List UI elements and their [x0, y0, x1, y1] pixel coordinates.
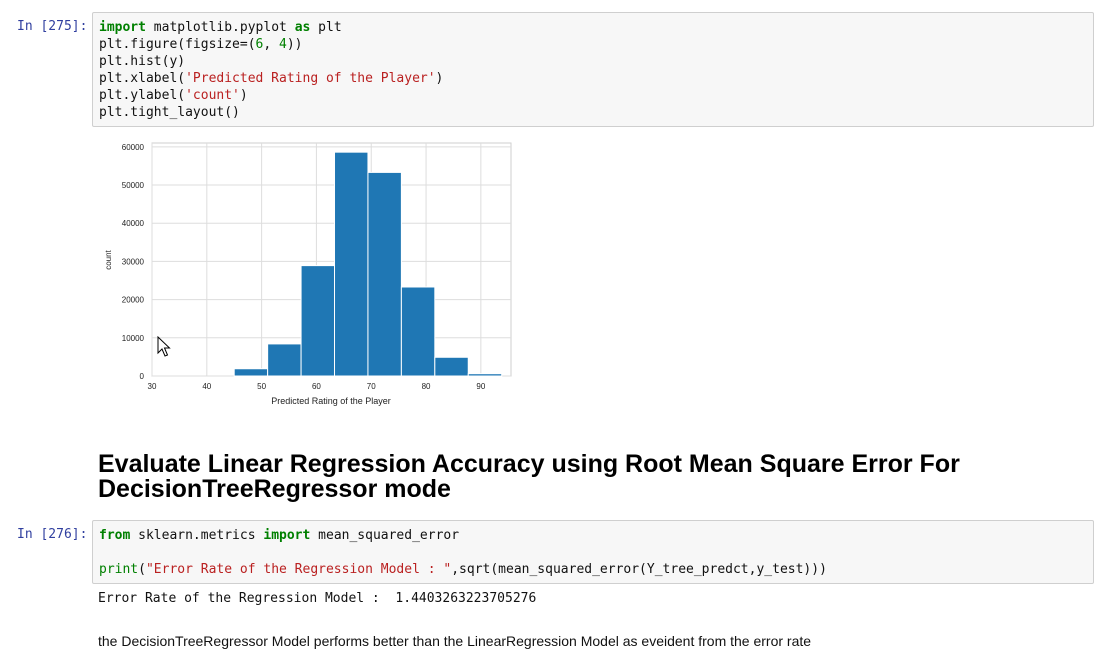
x-tick-label: 90	[476, 382, 485, 391]
histogram-bar	[400, 286, 436, 377]
y-tick-label: 20000	[122, 296, 145, 305]
heading-line-1: Evaluate Linear Regression Accuracy usin…	[98, 450, 960, 478]
keyword: import	[99, 20, 146, 35]
code-text: plt.figure(figsize=(	[99, 37, 256, 52]
code-line-2: plt.figure(figsize=(6, 4))	[99, 36, 303, 53]
mouse-cursor-icon	[157, 336, 171, 357]
code-cell-2[interactable]: from sklearn.metrics import mean_squared…	[92, 520, 1094, 584]
histogram-bar	[467, 373, 503, 377]
string-literal: 'Predicted Rating of the Player'	[185, 71, 436, 86]
x-tick-label: 50	[257, 382, 266, 391]
code-text: (	[138, 562, 146, 577]
keyword: as	[294, 20, 311, 35]
y-tick-label: 60000	[122, 143, 145, 152]
code-line-5: plt.ylabel('count')	[99, 87, 248, 104]
cell-output: Error Rate of the Regression Model : 1.4…	[98, 591, 537, 606]
string-literal: 'count'	[185, 88, 240, 103]
cell-prompt-275: In [275]:	[17, 19, 88, 34]
code-text: ,sqrt(mean_squared_error(Y_tree_predct,y…	[451, 562, 827, 577]
histogram-bar	[267, 343, 302, 377]
section-heading: Evaluate Linear Regression Accuracy usin…	[98, 452, 960, 502]
y-tick-label: 40000	[122, 219, 145, 228]
code-text: plt	[310, 20, 342, 35]
number: 6	[255, 37, 264, 52]
code-text: sklearn.metrics	[130, 528, 264, 543]
code-cell-1[interactable]: import matplotlib.pyplot as plt plt.figu…	[92, 12, 1094, 127]
x-tick-label: 30	[148, 382, 157, 391]
code-line-1: from sklearn.metrics import mean_squared…	[99, 527, 459, 544]
x-axis-label: Predicted Rating of the Player	[271, 396, 391, 406]
code-text: )	[435, 71, 444, 86]
code-line-1: import matplotlib.pyplot as plt	[99, 19, 342, 36]
histogram-bar	[300, 265, 336, 377]
y-tick-label: 30000	[122, 257, 145, 266]
code-text: plt.xlabel(	[99, 71, 186, 86]
code-text: matplotlib.pyplot	[145, 20, 295, 35]
keyword: import	[263, 528, 311, 543]
x-tick-label: 60	[312, 382, 321, 391]
histogram-bar	[367, 171, 402, 377]
code-line-3: plt.hist(y)	[99, 54, 186, 69]
x-tick-label: 70	[367, 382, 376, 391]
x-tick-label: 80	[422, 382, 431, 391]
heading-line-2: DecisionTreeRegressor mode	[98, 475, 451, 503]
cell-prompt-276: In [276]:	[17, 527, 88, 542]
code-line-4: plt.xlabel('Predicted Rating of the Play…	[99, 70, 443, 87]
x-tick-labels: 30 40 50 60 70 80 90	[148, 382, 486, 391]
y-tick-label: 10000	[122, 334, 145, 343]
number: 4	[279, 37, 287, 52]
builtin-function: print	[99, 562, 139, 577]
histogram-bars	[233, 151, 503, 377]
code-line-2: print("Error Rate of the Regression Mode…	[99, 561, 827, 578]
histogram-bar	[434, 356, 469, 377]
code-text: plt.ylabel(	[99, 88, 186, 103]
code-text: mean_squared_error	[310, 528, 460, 543]
histogram-bar	[334, 151, 369, 377]
y-axis-label: count	[104, 249, 113, 269]
code-text: )	[239, 88, 248, 103]
code-text: ))	[286, 37, 303, 52]
histogram-bar	[233, 368, 269, 377]
y-tick-label: 0	[140, 372, 145, 381]
keyword: from	[99, 528, 131, 543]
y-tick-label: 50000	[122, 181, 145, 190]
code-text: ,	[263, 37, 280, 52]
x-tick-label: 40	[202, 382, 211, 391]
histogram-chart: 0 10000 20000 30000 40000 50000 60000 30 40 50 60…	[104, 142, 512, 406]
code-line-6: plt.tight_layout()	[99, 105, 240, 120]
markdown-paragraph: the DecisionTreeRegressor Model performs…	[98, 633, 812, 649]
y-tick-labels: 0 10000 20000 30000 40000 50000 60000	[122, 143, 145, 381]
string-literal: "Error Rate of the Regression Model : "	[145, 562, 452, 577]
